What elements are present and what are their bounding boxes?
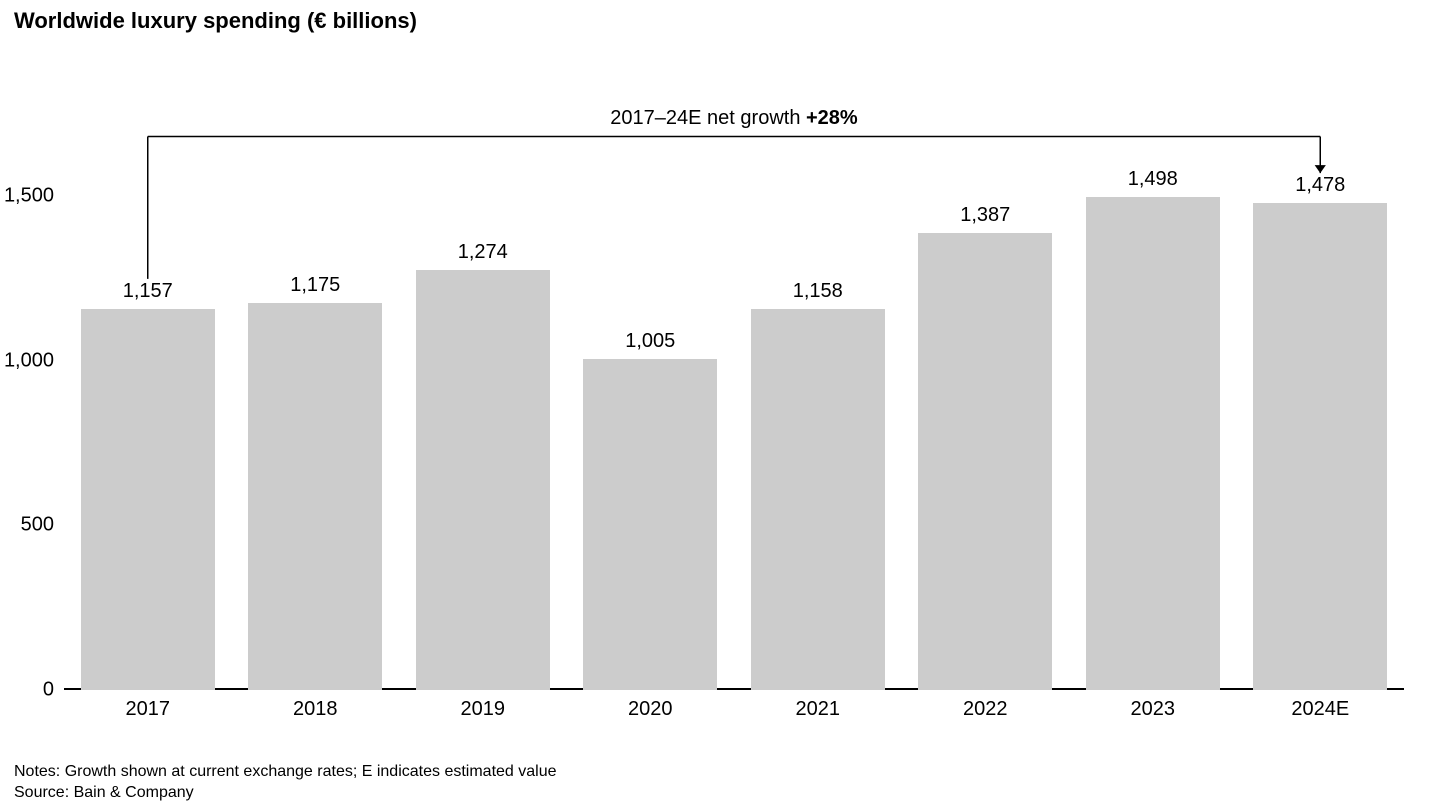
bar-value-label: 1,498 bbox=[1086, 168, 1220, 191]
bar-value-label: 1,478 bbox=[1253, 174, 1387, 197]
y-tick-label: 500 bbox=[21, 514, 54, 537]
plot-area: 05001,0001,5001,15720171,17520181,274201… bbox=[64, 130, 1404, 690]
x-tick-label: 2021 bbox=[734, 698, 902, 721]
bar: 1,175 bbox=[248, 303, 382, 690]
bar-value-label: 1,274 bbox=[416, 241, 550, 264]
footnote-source: Source: Bain & Company bbox=[14, 784, 194, 802]
x-tick-label: 2023 bbox=[1069, 698, 1237, 721]
bar: 1,157 bbox=[81, 309, 215, 690]
bar-value-label: 1,387 bbox=[918, 204, 1052, 227]
bar: 1,387 bbox=[918, 233, 1052, 690]
growth-annotation: 2017–24E net growth +28% bbox=[610, 107, 857, 130]
growth-annotation-value: +28% bbox=[806, 107, 858, 129]
x-tick-label: 2020 bbox=[567, 698, 735, 721]
bar: 1,158 bbox=[751, 309, 885, 690]
x-tick-label: 2024E bbox=[1237, 698, 1405, 721]
chart-title: Worldwide luxury spending (€ billions) bbox=[14, 8, 417, 34]
bar: 1,478 bbox=[1253, 203, 1387, 690]
bar: 1,498 bbox=[1086, 197, 1220, 690]
bar: 1,274 bbox=[416, 270, 550, 690]
bar: 1,005 bbox=[583, 359, 717, 690]
bar-value-label: 1,175 bbox=[248, 274, 382, 297]
x-tick-label: 2022 bbox=[902, 698, 1070, 721]
x-tick-label: 2018 bbox=[232, 698, 400, 721]
y-tick-label: 1,000 bbox=[4, 349, 54, 372]
x-tick-label: 2019 bbox=[399, 698, 567, 721]
x-tick-label: 2017 bbox=[64, 698, 232, 721]
y-tick-label: 1,500 bbox=[4, 184, 54, 207]
bar-value-label: 1,157 bbox=[81, 280, 215, 303]
chart-container: { "chart": { "type": "bar", "title": "Wo… bbox=[0, 0, 1440, 810]
y-tick-label: 0 bbox=[43, 679, 54, 702]
footnote-notes: Notes: Growth shown at current exchange … bbox=[14, 762, 557, 782]
bar-value-label: 1,158 bbox=[751, 280, 885, 303]
bar-value-label: 1,005 bbox=[583, 330, 717, 353]
growth-annotation-text: 2017–24E net growth bbox=[610, 107, 806, 129]
